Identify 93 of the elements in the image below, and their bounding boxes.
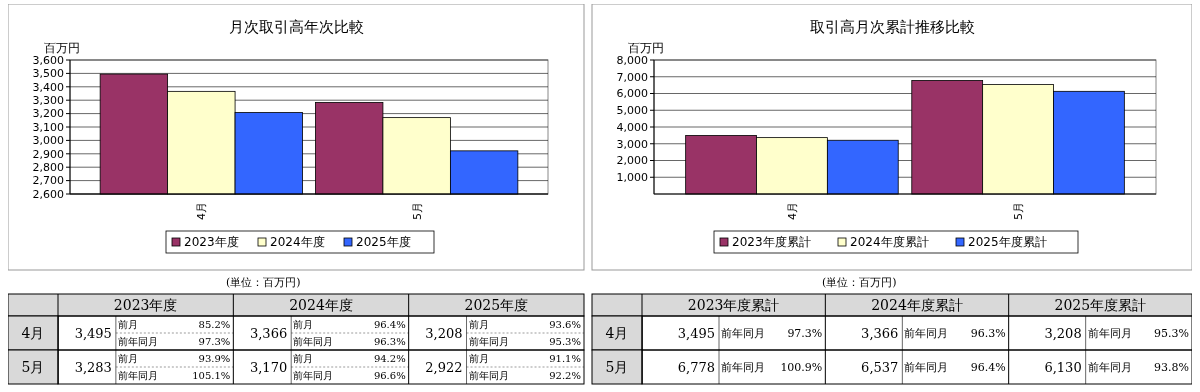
category-label: 4月 — [605, 324, 629, 341]
x-tick-label: 4月 — [785, 202, 799, 220]
text: 前年同月 — [293, 336, 334, 347]
text: 85.2% — [198, 319, 231, 330]
category-label: 2024年度 — [289, 296, 353, 313]
y-tick-label: 2,600 — [32, 187, 64, 201]
y-tick-label: 3,000 — [32, 134, 64, 148]
y-tick-label: 3,600 — [32, 53, 64, 67]
text: 前年同月 — [117, 336, 158, 347]
y-tick-label: 2,800 — [32, 161, 64, 175]
legend-label: 2024年度累計 — [850, 235, 929, 250]
category-label: 2023年度累計 — [687, 296, 780, 313]
category-label: 4月 — [21, 324, 45, 341]
text: 前年同月 — [117, 370, 158, 381]
y-tick-label: 1,000 — [616, 171, 648, 185]
text: 前年同月 — [468, 370, 509, 381]
text: 3,283 — [74, 359, 112, 375]
category-label: 2025年度累計 — [1054, 296, 1147, 313]
text: 前月 — [117, 319, 138, 330]
text: 97.3% — [787, 326, 823, 340]
text: 105.1% — [192, 370, 231, 381]
chart-title: 月次取引高年次比較 — [228, 18, 364, 36]
text: 93.9% — [198, 353, 231, 364]
text: 3,170 — [249, 359, 288, 375]
legend-label: 2023年度累計 — [732, 235, 811, 250]
y-tick-label: 6,000 — [616, 87, 648, 101]
text: 前年同月 — [721, 326, 765, 340]
text: 前月 — [468, 319, 489, 330]
text: (単位：百万円) — [226, 276, 301, 289]
text: 94.2% — [373, 353, 406, 364]
category-label: 5月 — [21, 358, 45, 375]
text: 3,366 — [249, 325, 288, 341]
text: 前年同月 — [904, 360, 949, 374]
y-tick-label: 2,900 — [32, 147, 64, 161]
y-tick-label: 3,000 — [616, 137, 648, 151]
text: 96.4% — [373, 319, 406, 330]
text: 93.6% — [549, 319, 581, 330]
legend-label: 2025年度累計 — [968, 235, 1047, 250]
y-axis-title: 百万円 — [44, 41, 80, 55]
text: 3,495 — [74, 325, 112, 341]
y-tick-label: 3,100 — [32, 120, 64, 134]
legend-label: 2024年度 — [270, 235, 325, 250]
x-tick-label: 4月 — [195, 202, 209, 220]
text: 91.1% — [549, 353, 581, 364]
text: 前年同月 — [1087, 326, 1132, 340]
text: 6,778 — [677, 359, 715, 375]
text: 前月 — [293, 353, 314, 364]
text: 93.8% — [1154, 360, 1189, 374]
x-tick-label: 5月 — [410, 202, 424, 220]
text: 3,208 — [1044, 325, 1082, 341]
text: 前月 — [117, 353, 138, 364]
text: 3,366 — [861, 325, 899, 341]
y-axis-title: 百万円 — [628, 41, 664, 55]
text: 2,922 — [425, 359, 463, 375]
text: 96.6% — [373, 370, 406, 381]
text: 前年同月 — [904, 326, 949, 340]
y-tick-label: 4,000 — [616, 120, 648, 134]
text: 前月 — [468, 353, 489, 364]
category-label: 2023年度 — [113, 296, 178, 313]
y-tick-label: 3,400 — [32, 80, 64, 94]
category-label: 2024年度累計 — [871, 296, 963, 313]
text: 95.3% — [549, 336, 581, 347]
y-tick-label: 3,300 — [32, 94, 64, 108]
text: 96.4% — [970, 360, 1006, 374]
y-tick-label: 5,000 — [616, 104, 648, 118]
text: (単位：百万円) — [822, 276, 897, 289]
category-label: 5月 — [605, 358, 629, 375]
text: 92.2% — [549, 370, 581, 381]
y-tick-label: 7,000 — [616, 70, 648, 84]
text: 3,208 — [425, 325, 463, 341]
text: 97.3% — [198, 336, 231, 347]
text: 96.3% — [970, 326, 1006, 340]
x-tick-label: 5月 — [1011, 202, 1025, 220]
y-tick-label: 2,700 — [32, 174, 64, 188]
text: 6,537 — [861, 359, 899, 375]
text: 100.9% — [780, 360, 823, 374]
y-tick-label: 3,200 — [32, 107, 64, 121]
y-tick-label: 8,000 — [616, 53, 648, 67]
y-tick-label: 2,000 — [616, 154, 648, 168]
text: 前年同月 — [721, 360, 765, 374]
chart-title: 取引高月次累計推移比較 — [809, 18, 975, 36]
text: 前年同月 — [468, 336, 509, 347]
text: 95.3% — [1154, 326, 1189, 340]
text: 前年同月 — [1087, 360, 1132, 374]
y-tick-label: 3,500 — [32, 67, 64, 81]
legend-label: 2025年度 — [356, 235, 411, 250]
text: 前年同月 — [293, 370, 334, 381]
text: 96.3% — [373, 336, 406, 347]
legend-label: 2023年度 — [184, 235, 239, 250]
category-label: 2025年度 — [464, 296, 529, 313]
text: 3,495 — [677, 325, 715, 341]
text: 前月 — [293, 319, 314, 330]
text: 6,130 — [1044, 359, 1082, 375]
